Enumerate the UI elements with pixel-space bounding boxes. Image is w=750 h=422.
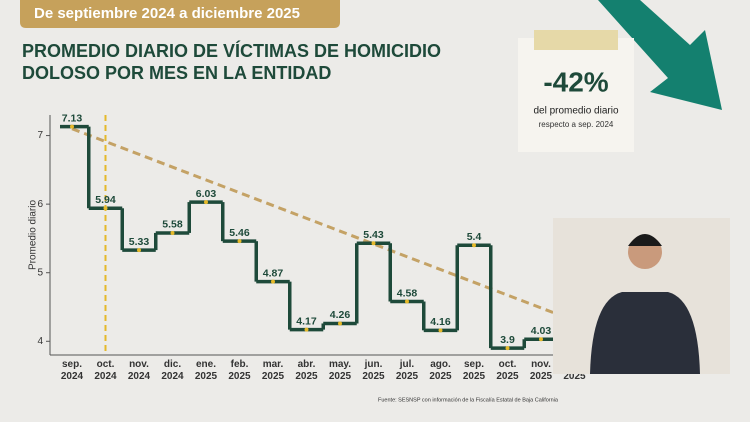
y-tick-label: 5 [37, 267, 43, 278]
x-tick-label: sep. 2025 [463, 359, 486, 382]
card-text: del promedio diario [533, 106, 618, 117]
marker [472, 243, 476, 248]
marker [371, 241, 376, 246]
value-label: 4.17 [296, 315, 317, 327]
card-value: -42% [543, 66, 608, 97]
x-tick-label: ene. 2025 [195, 359, 218, 382]
marker [505, 346, 510, 351]
x-tick-label: nov. 2025 [530, 359, 553, 382]
marker [271, 279, 275, 284]
x-tick-label: ago. 2025 [429, 359, 452, 382]
x-tick-label: nov. 2024 [128, 359, 151, 382]
y-tick-label: 4 [37, 336, 43, 347]
value-label: 5.43 [363, 229, 384, 241]
value-label: 5.4 [467, 231, 482, 243]
value-label: 7.13 [62, 112, 83, 124]
person-hair [628, 234, 662, 246]
chart-title: PROMEDIO DIARIO DE VÍCTIMAS DE HOMICIDIO [22, 40, 441, 61]
marker [137, 248, 141, 253]
value-label: 4.03 [531, 325, 552, 337]
value-label: 5.58 [162, 219, 183, 231]
person [590, 292, 700, 374]
header-pill [20, 0, 340, 28]
value-label: 4.58 [397, 287, 418, 299]
x-tick-label: abr. 2025 [295, 359, 318, 382]
value-label: 4.16 [430, 316, 451, 328]
value-label: 3.9 [500, 334, 515, 346]
marker [103, 206, 108, 211]
source: Fuente: SESNSP con información de la Fis… [378, 397, 559, 403]
marker [70, 124, 74, 129]
value-label: 6.03 [196, 188, 217, 200]
trend-line [71, 127, 576, 323]
x-tick-label: oct. 2024 [94, 359, 117, 382]
marker [338, 321, 342, 326]
value-label: 4.87 [263, 267, 284, 279]
value-label: 4.26 [330, 309, 351, 321]
card-tab [534, 30, 618, 50]
marker [539, 337, 543, 342]
card-text: respecto a sep. 2024 [539, 120, 614, 129]
x-tick-label: jul. 2025 [396, 359, 419, 382]
value-label: 5.33 [129, 236, 150, 248]
marker [170, 230, 175, 235]
y-tick-label: 7 [37, 130, 43, 141]
x-tick-label: dic. 2024 [161, 359, 184, 382]
marker [237, 239, 242, 244]
marker [204, 200, 208, 205]
x-tick-label: sep. 2024 [61, 359, 84, 382]
x-tick-label: feb. 2025 [228, 359, 251, 382]
value-label: 5.94 [95, 194, 116, 206]
value-label: 5.46 [229, 227, 250, 239]
marker [304, 327, 309, 332]
x-tick-label: may. 2025 [329, 359, 352, 382]
arrow-icon [598, 0, 722, 110]
x-tick-label: oct. 2025 [496, 359, 519, 382]
marker [438, 328, 443, 333]
x-tick-label: mar. 2025 [262, 359, 285, 382]
x-tick-label: jun. 2025 [362, 359, 385, 382]
header: De septiembre 2024 a diciembre 2025 [34, 5, 300, 22]
interpreter-video [553, 218, 730, 374]
chart-title: DOLOSO POR MES EN LA ENTIDAD [22, 63, 331, 83]
y-axis-label: Promedio diario [28, 200, 39, 270]
card [518, 38, 634, 152]
y-tick-label: 6 [37, 199, 43, 210]
marker [405, 299, 409, 304]
